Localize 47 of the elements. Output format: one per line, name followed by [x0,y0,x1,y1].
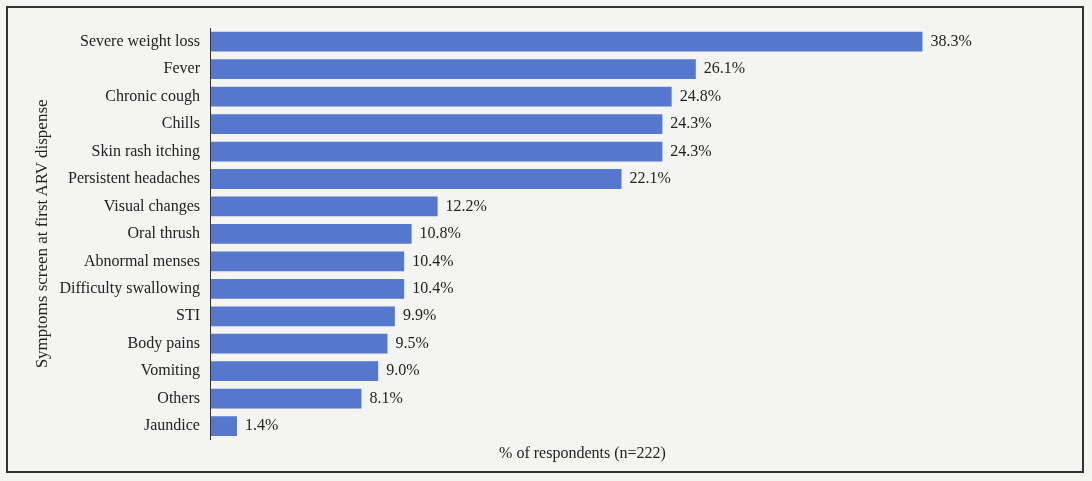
y-tick-label: Difficulty swallowing [59,279,200,298]
bar [210,59,696,80]
y-axis-title: Symptoms screen at first ARV dispense [31,99,51,369]
data-label: 10.8% [419,224,461,242]
data-label: 22.1% [629,169,671,187]
bar [210,114,663,134]
bar [210,251,405,272]
data-label: 10.4% [412,279,454,297]
data-label: 26.1% [703,59,746,77]
data-label: 8.1% [369,388,403,406]
data-label: 9.0% [386,361,420,379]
y-tick-label: Severe weight loss [79,31,200,50]
bar [210,278,405,299]
bar [210,31,923,52]
data-label: 9.9% [402,306,437,324]
x-axis-title: % of respondents (n=222) [499,443,666,462]
bar [210,388,362,409]
y-tick-label: Skin rash itching [91,141,200,160]
data-label: 24.3% [670,141,712,159]
bar [210,306,395,327]
y-tick-label: Body pains [127,333,200,352]
y-tick-label: Chronic cough [105,86,200,105]
bar [210,361,379,382]
y-tick-label: Persistent headaches [68,169,200,187]
data-label: 1.4% [244,416,279,434]
bar [210,224,412,244]
data-label: 38.3% [930,31,972,49]
data-label: 24.8% [679,86,721,104]
bar [210,169,622,189]
data-label: 24.3% [670,114,712,132]
bar [210,333,388,354]
bar [210,416,237,436]
y-tick-label: Oral thrush [127,224,200,242]
data-label: 9.5% [395,333,429,351]
y-tick-label: Abnormal menses [83,251,200,269]
y-tick-label: Chills [161,114,200,132]
y-tick-label: Vomiting [140,361,200,380]
bar [210,141,663,162]
bar [210,86,672,107]
y-tick-label: Visual changes [103,196,200,215]
data-label: 10.4% [412,251,454,269]
y-tick-label: Fever [163,59,201,77]
data-label: 12.2% [445,196,487,214]
y-tick-label: Others [157,388,200,406]
bar [210,196,438,217]
y-tick-label: Jaundice [143,416,200,434]
y-tick-label: STI [175,306,200,324]
